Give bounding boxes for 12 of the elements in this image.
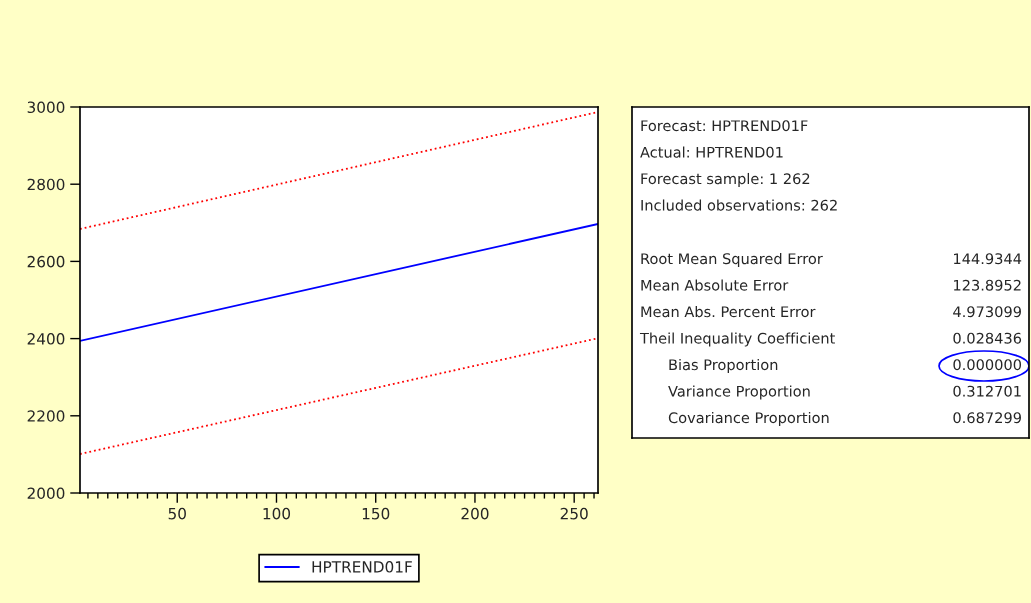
legend-label: HPTREND01F <box>312 561 412 573</box>
x-tick-label: 50 <box>168 507 186 520</box>
y-tick-label: 3000 <box>27 101 65 114</box>
y-tick-label: 2200 <box>27 410 65 422</box>
y-tick-label: 2800 <box>27 178 65 191</box>
y-tick-label: 2000 <box>27 487 65 500</box>
y-tick-label: 2400 <box>27 333 65 345</box>
x-tick-label: 100 <box>263 507 291 520</box>
x-tick-label: 200 <box>461 507 489 520</box>
x-tick-label: 250 <box>560 507 588 520</box>
x-tick-label: 150 <box>362 507 390 520</box>
y-tick-label: 2600 <box>27 255 65 268</box>
